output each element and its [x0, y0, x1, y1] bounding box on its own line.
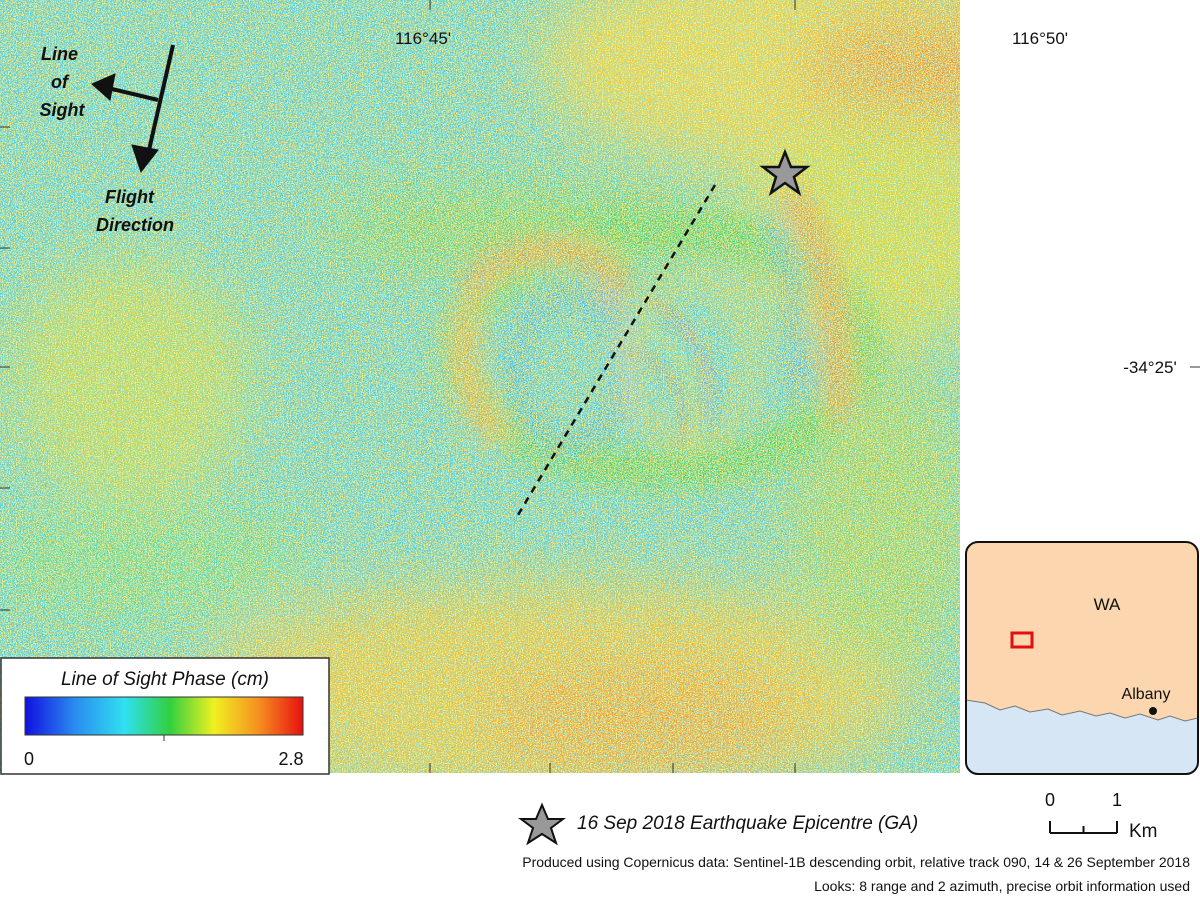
- region-label: WA: [1094, 595, 1121, 614]
- direction-arrows: [91, 44, 175, 174]
- frame-ticks: [0, 0, 1200, 773]
- inset-map: WA Albany: [965, 541, 1199, 775]
- credit-line: Produced using Copernicus data: Sentinel…: [522, 854, 1190, 870]
- colorbar-legend: Line of Sight Phase (cm) 0 2.8: [0, 657, 330, 775]
- flight-direction-label: Flight Direction: [96, 187, 174, 235]
- study-area-box: [1010, 631, 1034, 649]
- latitude-label: -34°25': [1123, 358, 1177, 377]
- credit-line: Looks: 8 range and 2 azimuth, precise or…: [814, 878, 1190, 894]
- scale-bar: 0 1 Km: [1045, 790, 1158, 842]
- colorbar-title: Line of Sight Phase (cm): [61, 669, 269, 690]
- colorbar: [24, 696, 304, 736]
- epicentre-star: [759, 148, 811, 197]
- city-dot: [1149, 707, 1157, 715]
- scale-tick-label: 1: [1112, 790, 1122, 810]
- colorbar-max-label: 2.8: [278, 749, 303, 769]
- epicentre-legend-label: 16 Sep 2018 Earthquake Epicentre (GA): [577, 813, 918, 834]
- city-label: Albany: [1122, 686, 1171, 703]
- longitude-label: 116°50': [1012, 29, 1068, 48]
- scale-tick-label: 0: [1045, 790, 1055, 810]
- scale-unit-label: Km: [1129, 821, 1158, 842]
- colorbar-min-label: 0: [24, 749, 34, 769]
- epicentre-legend-star: [518, 802, 566, 846]
- interferogram: [0, 0, 960, 773]
- line-of-sight-label: Line of Sight: [40, 44, 86, 120]
- longitude-label: 116°45': [395, 29, 451, 48]
- fault-trace: [513, 184, 717, 521]
